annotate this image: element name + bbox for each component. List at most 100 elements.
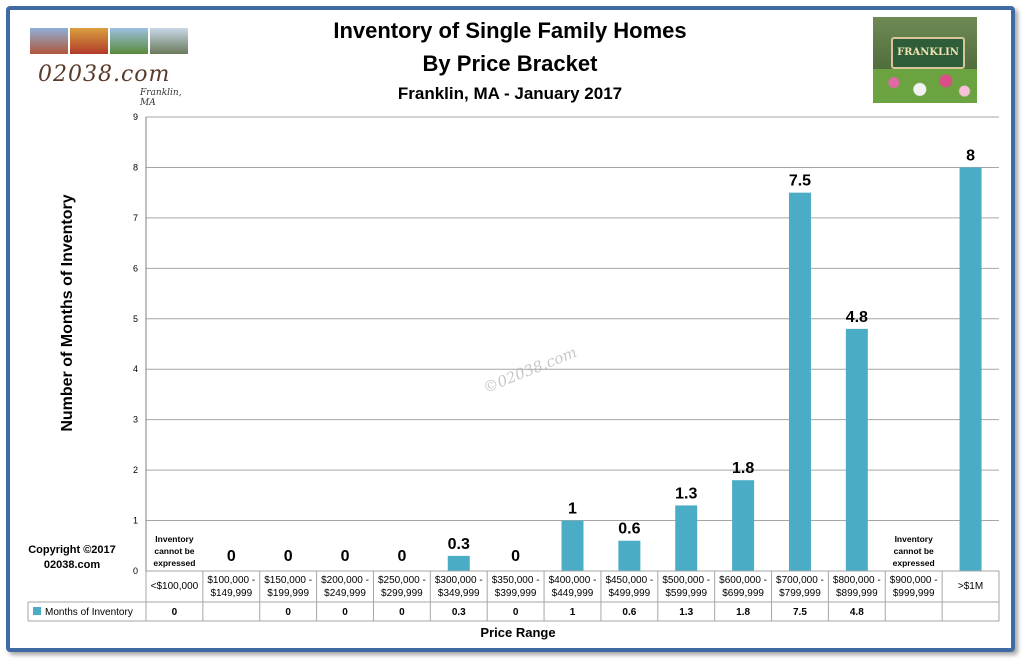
copyright-line1: Copyright ©2017 xyxy=(28,544,116,556)
data-label: 0 xyxy=(341,548,350,565)
logo-photo-1 xyxy=(30,28,68,54)
x-tick-label: $399,999 xyxy=(495,588,537,599)
x-tick-label: $450,000 - xyxy=(605,575,653,586)
data-label: 7.5 xyxy=(789,173,811,190)
data-label: 0.3 xyxy=(448,536,470,553)
x-tick-label: $899,999 xyxy=(836,588,878,599)
legend-swatch xyxy=(33,607,41,615)
y-tick-label: 1 xyxy=(133,516,138,526)
franklin-sign-photo: FRANKLIN xyxy=(873,17,977,103)
x-tick-label: $800,000 - xyxy=(833,575,881,586)
logo-photo-3 xyxy=(110,28,148,54)
x-tick-label: $249,999 xyxy=(324,588,366,599)
y-tick-label: 8 xyxy=(133,162,138,172)
x-tick-label: $700,000 - xyxy=(776,575,824,586)
x-tick-label: $999,999 xyxy=(893,588,935,599)
table-value: 4.8 xyxy=(850,607,864,618)
data-label: 4.8 xyxy=(846,309,868,326)
bar xyxy=(959,167,982,571)
chart-frame xyxy=(6,6,1015,652)
x-tick-label: $300,000 - xyxy=(435,575,483,586)
x-tick-label: $149,999 xyxy=(210,588,252,599)
table-value: 0 xyxy=(172,607,178,618)
logo-photo-4 xyxy=(150,28,188,54)
x-tick-label: $299,999 xyxy=(381,588,423,599)
bar xyxy=(788,192,811,571)
legend-label: Months of Inventory xyxy=(45,607,133,618)
data-label: 0 xyxy=(227,548,236,565)
data-label: 0 xyxy=(511,548,520,565)
flower-bed xyxy=(873,69,977,103)
y-axis-label: Number of Months of Inventory xyxy=(59,194,76,432)
table-value: 0 xyxy=(342,607,348,618)
logo-photo-2 xyxy=(70,28,108,54)
copyright-line2: 02038.com xyxy=(43,559,101,571)
data-label: 1.3 xyxy=(675,485,697,502)
annotation-text: Inventory xyxy=(155,534,194,544)
x-axis-label: Price Range xyxy=(480,625,556,640)
data-label: 0.6 xyxy=(618,521,640,538)
table-value: 0 xyxy=(513,607,519,618)
table-value: 1 xyxy=(570,607,576,618)
y-tick-label: 3 xyxy=(133,415,138,425)
x-tick-label: $699,999 xyxy=(722,588,764,599)
x-tick-label: $599,999 xyxy=(665,588,707,599)
table-value: 1.3 xyxy=(679,607,693,618)
bar xyxy=(561,520,584,571)
chart-subtitle: Franklin, MA - January 2017 xyxy=(397,84,623,103)
table-value: 0 xyxy=(399,607,405,618)
table-value: 0 xyxy=(285,607,291,618)
bar xyxy=(618,540,641,571)
x-tick-label: $250,000 - xyxy=(378,575,426,586)
sign-board: FRANKLIN xyxy=(891,37,965,69)
chart-title-line2: By Price Bracket xyxy=(422,51,598,76)
y-tick-label: 6 xyxy=(133,263,138,273)
y-tick-label: 2 xyxy=(133,465,138,475)
x-tick-label: $349,999 xyxy=(438,588,480,599)
x-tick-label: $499,999 xyxy=(609,588,651,599)
x-tick-label: $400,000 - xyxy=(549,575,597,586)
logo-text: 02038.com xyxy=(38,62,171,87)
x-tick-label: $900,000 - xyxy=(890,575,938,586)
annotation-text: cannot be xyxy=(154,546,194,556)
x-tick-label: $500,000 - xyxy=(662,575,710,586)
table-value: 1.8 xyxy=(736,607,750,618)
x-tick-label: $350,000 - xyxy=(492,575,540,586)
x-tick-label: $200,000 - xyxy=(321,575,369,586)
logo-02038: 02038.com Franklin, MA xyxy=(30,28,190,108)
copyright-notice: Copyright ©2017 02038.com xyxy=(26,543,118,573)
y-tick-label: 0 xyxy=(133,566,138,576)
sign-text: FRANKLIN xyxy=(897,47,959,58)
x-tick-label: $600,000 - xyxy=(719,575,767,586)
data-label: 1 xyxy=(568,501,577,518)
x-tick-label: $799,999 xyxy=(779,588,821,599)
data-label: 0 xyxy=(284,548,293,565)
data-label: 1.8 xyxy=(732,460,754,477)
x-tick-label: $199,999 xyxy=(267,588,309,599)
y-tick-label: 5 xyxy=(133,314,138,324)
chart-title-line1: Inventory of Single Family Homes xyxy=(333,18,687,43)
y-tick-label: 4 xyxy=(133,364,138,374)
x-tick-label: $449,999 xyxy=(552,588,594,599)
annotation-text: expressed xyxy=(893,558,935,568)
table-value: 7.5 xyxy=(793,607,807,618)
data-label: 0 xyxy=(397,548,406,565)
bar xyxy=(675,505,698,571)
table-value: 0.6 xyxy=(622,607,636,618)
bar xyxy=(845,328,868,571)
y-tick-label: 7 xyxy=(133,213,138,223)
annotation-text: cannot be xyxy=(894,546,934,556)
y-tick-label: 9 xyxy=(133,112,138,122)
annotation-text: Inventory xyxy=(895,534,934,544)
annotation-text: expressed xyxy=(153,558,195,568)
x-tick-label: $150,000 - xyxy=(264,575,312,586)
table-value: 0.3 xyxy=(452,607,466,618)
x-tick-label: >$1M xyxy=(958,581,983,592)
data-label: 8 xyxy=(966,147,975,164)
logo-subtext: Franklin, MA xyxy=(140,88,182,108)
x-tick-label: $100,000 - xyxy=(207,575,255,586)
x-tick-label: <$100,000 xyxy=(151,581,199,592)
bar xyxy=(732,480,755,571)
bar xyxy=(447,555,470,571)
